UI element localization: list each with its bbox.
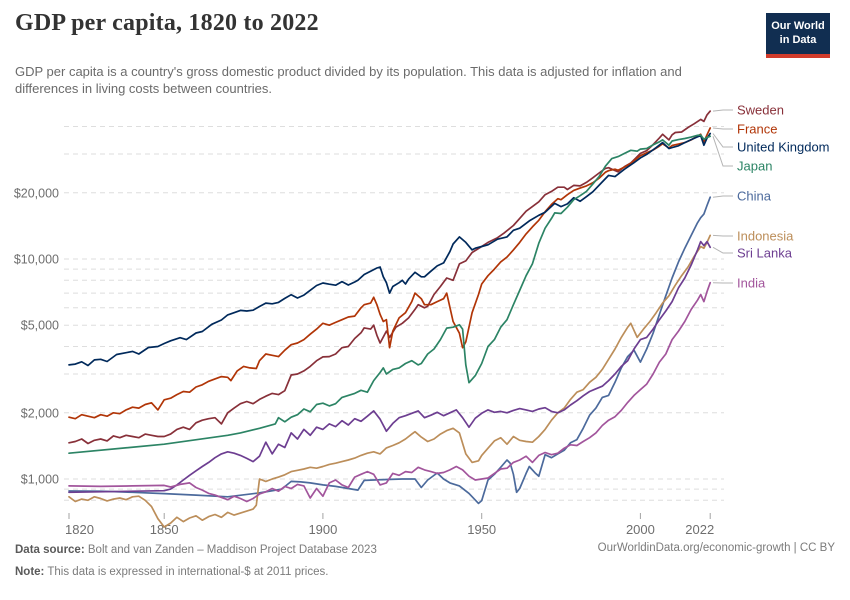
footer-left: Data source: Bolt and van Zanden – Maddi… [15,542,377,586]
x-axis: 1820 1850 1900 1950 2000 2022 [65,513,714,537]
chart-footer: Data source: Bolt and van Zanden – Maddi… [15,542,835,586]
series-line-india[interactable] [68,281,712,503]
legend-label-indonesia[interactable]: Indonesia [737,229,794,244]
legend: Sweden France United Kingdom Japan China Indo… [737,103,830,291]
note-text: This data is expressed in international-… [47,566,329,579]
x-axis-label: 2022 [685,522,714,537]
line-chart-svg: $20,000 $10,000 $5,000 $2,000 $1,000 1820 185… [14,103,830,538]
data-source-label: Data source: [15,544,85,556]
data-series [68,110,712,528]
legend-label-china[interactable]: China [737,189,772,204]
y-axis-labels: $20,000 $10,000 $5,000 $2,000 $1,000 [14,186,59,486]
series-line-japan[interactable] [68,134,712,455]
note-line: Note: This data is expressed in internat… [15,564,377,580]
page-title: GDP per capita, 1820 to 2022 [15,10,319,36]
legend-label-sweden[interactable]: Sweden [737,103,784,118]
owid-logo-line2: in Data [779,33,817,46]
legend-label-japan[interactable]: Japan [737,159,772,174]
series-line-indonesia[interactable] [68,234,712,528]
gridlines [64,126,724,501]
series-line-china[interactable] [68,196,712,505]
x-axis-label: 1850 [150,522,179,537]
legend-connector [712,127,733,130]
series-line-united-kingdom[interactable] [68,132,712,367]
legend-connector [712,133,733,148]
legend-label-united-kingdom[interactable]: United Kingdom [737,140,830,155]
note-label: Note: [15,566,45,579]
data-source-line: Data source: Bolt and van Zanden – Maddi… [15,542,377,558]
legend-connector [712,195,733,198]
y-axis-label: $2,000 [21,406,59,420]
legend-connectors [712,109,733,284]
y-axis-label: $20,000 [14,186,59,200]
chart-subtitle: GDP per capita is a country's gross dome… [15,64,682,97]
series-line-sri-lanka[interactable] [68,240,712,494]
legend-label-india[interactable]: India [737,276,766,291]
y-axis-label: $5,000 [21,319,59,333]
legend-connector [712,109,733,112]
x-axis-label: 1820 [65,522,94,537]
legend-label-france[interactable]: France [737,122,777,137]
y-axis-label: $10,000 [14,253,59,267]
legend-connector [712,234,733,237]
data-source-text: Bolt and van Zanden – Maddison Project D… [87,544,377,556]
x-axis-label: 1950 [467,522,496,537]
x-axis-label: 2000 [626,522,655,537]
legend-connector [712,136,733,167]
legend-label-sri-lanka[interactable]: Sri Lanka [737,246,793,261]
legend-connector [712,246,733,254]
owid-link[interactable]: OurWorldinData.org/economic-growth | CC … [597,542,835,554]
series-line-france[interactable] [68,127,712,420]
owid-logo-line1: Our World [771,20,825,32]
y-axis-label: $1,000 [21,473,59,487]
owid-logo: Our World in Data [766,13,830,58]
x-axis-label: 1900 [308,522,337,537]
series-line-sweden[interactable] [68,110,712,445]
